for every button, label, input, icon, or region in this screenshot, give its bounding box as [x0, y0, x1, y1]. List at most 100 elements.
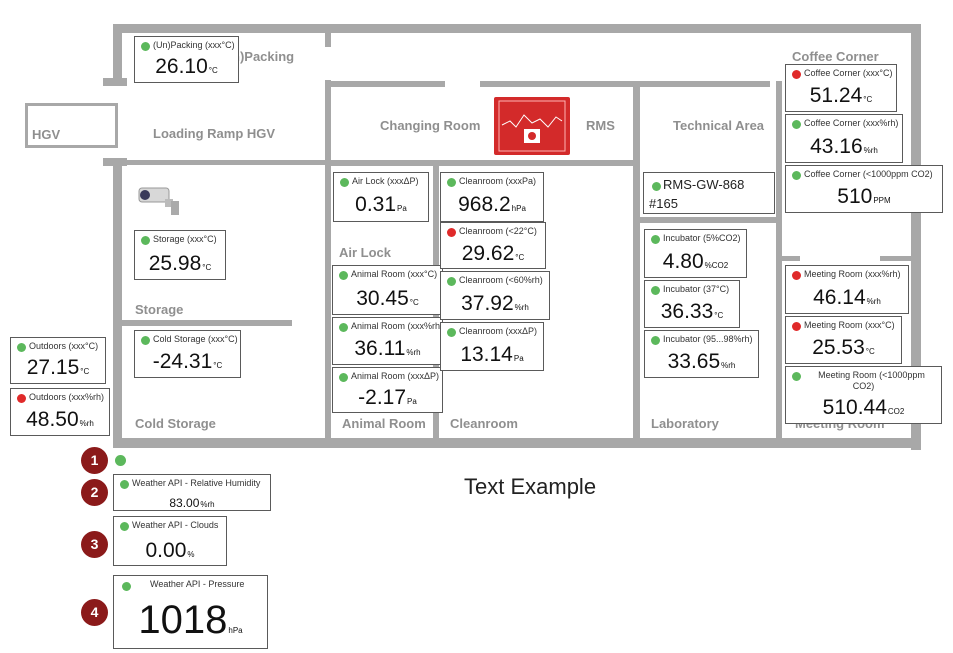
- sensor-unit: hPa: [228, 626, 243, 635]
- wall: [780, 256, 800, 261]
- status-dot: [792, 120, 801, 129]
- text-example: Text Example: [464, 474, 597, 499]
- sensor-coffee-co2[interactable]: Coffee Corner (<1000ppm CO2) 510PPM: [785, 165, 943, 213]
- sensor-incubator-co2[interactable]: Incubator (5%CO2) 4.80%CO2: [644, 229, 747, 278]
- sensor-name: Weather API - Pressure: [150, 579, 245, 589]
- sensor-unit: %rh: [514, 303, 529, 312]
- sensor-name-line2: CO2): [852, 381, 875, 391]
- weather-clouds-widget[interactable]: Weather API - Clouds 0.00%: [113, 516, 227, 566]
- status-dot: [792, 372, 801, 381]
- wall: [122, 160, 327, 165]
- wall: [113, 24, 921, 33]
- sensor-value: -2.17: [358, 386, 407, 409]
- badge-4: 4: [81, 599, 108, 626]
- sensor-cold-storage[interactable]: Cold Storage (xxx°C) -24.31°C: [134, 330, 241, 378]
- badge-3: 3: [81, 531, 108, 558]
- sensor-value: 25.53: [812, 336, 865, 359]
- wall: [640, 81, 770, 87]
- wall: [633, 81, 640, 441]
- wall: [113, 158, 122, 448]
- gateway-box[interactable]: RMS-GW-868 #165: [643, 172, 775, 214]
- sensor-value: 33.65: [667, 350, 721, 373]
- sensor-outdoors-rh[interactable]: Outdoors (xxx%rh) 48.50%rh: [10, 388, 110, 436]
- sensor-cleanroom-pa[interactable]: Cleanroom (xxxPa) 968.2hPa: [440, 172, 544, 222]
- status-dot: [447, 277, 456, 286]
- sensor-unit: Pa: [407, 397, 417, 406]
- sensor-name: Incubator (5%CO2): [663, 233, 741, 243]
- sensor-name: Animal Room (xxxΔP): [351, 371, 440, 381]
- room-label-air-lock: Air Lock: [339, 245, 392, 260]
- sensor-name: Incubator (95...98%rh): [663, 334, 753, 344]
- sensor-name: Weather API - Relative Humidity: [132, 478, 261, 488]
- room-label-loading-ramp: Loading Ramp HGV: [153, 126, 276, 141]
- room-label-cold-storage: Cold Storage: [135, 416, 216, 431]
- sensor-value: 27.15: [26, 356, 80, 379]
- sensor-meeting-rh[interactable]: Meeting Room (xxx%rh) 46.14%rh: [785, 265, 909, 314]
- sensor-cleanroom-rh[interactable]: Cleanroom (<60%rh) 37.92%rh: [440, 271, 550, 320]
- status-dot: [340, 178, 349, 187]
- wall: [640, 217, 780, 223]
- sensor-name: Coffee Corner (xxx%rh): [804, 118, 899, 128]
- status-dot: [339, 323, 348, 332]
- sensor-incubator-temp[interactable]: Incubator (37°C) 36.33°C: [644, 280, 740, 328]
- status-dot: [339, 373, 348, 382]
- room-label-hgv: HGV: [32, 127, 61, 142]
- status-dot: [651, 235, 660, 244]
- sensor-storage[interactable]: Storage (xxx°C) 25.98°C: [134, 230, 226, 280]
- sensor-animal-dp[interactable]: Animal Room (xxxΔP) -2.17Pa: [332, 367, 443, 413]
- sensor-name: Meeting Room (xxx°C): [804, 320, 895, 330]
- sensor-value: 36.11: [354, 337, 406, 360]
- sensor-unit: °C: [863, 95, 873, 104]
- room-label-technical-area: Technical Area: [673, 118, 765, 133]
- sensor-unit: °C: [208, 66, 218, 75]
- status-dot: [120, 522, 129, 531]
- sensor-incubator-rh[interactable]: Incubator (95...98%rh) 33.65%rh: [644, 330, 759, 378]
- sensor-value: 48.50: [26, 408, 79, 431]
- sensor-coffee-temp[interactable]: Coffee Corner (xxx°C) 51.24°C: [785, 64, 897, 112]
- sensor-unit: °C: [865, 347, 875, 356]
- wall: [113, 24, 122, 82]
- sensor-value: 51.24: [809, 84, 863, 107]
- wall: [122, 320, 292, 326]
- status-dot: [792, 70, 801, 79]
- sensor-unit: %rh: [863, 146, 878, 155]
- sensor-air-lock[interactable]: Air Lock (xxxΔP) 0.31Pa: [333, 172, 429, 222]
- sensor-value: 510: [837, 185, 873, 208]
- sensor-animal-temp[interactable]: Animal Room (xxx°C) 30.45°C: [332, 265, 443, 315]
- sensor-unit: %: [187, 550, 195, 559]
- status-dot: [17, 343, 26, 352]
- sensor-outdoors-temp[interactable]: Outdoors (xxx°C) 27.15°C: [10, 337, 106, 384]
- sensor-unit: %rh: [721, 361, 736, 370]
- sensor-unit: °C: [213, 361, 223, 370]
- sensor-unit: %CO2: [704, 261, 729, 270]
- sensor-unit: °C: [714, 311, 724, 320]
- sensor-unit: °C: [409, 298, 419, 307]
- wall: [480, 81, 635, 87]
- status-dot: [652, 182, 661, 191]
- sensor-value: 25.98: [148, 252, 202, 275]
- sensor-cleanroom-dp[interactable]: Cleanroom (xxxΔP) 13.14Pa: [440, 322, 544, 371]
- sensor-cleanroom-temp[interactable]: Cleanroom (<22°C) 29.62°C: [440, 222, 546, 269]
- status-dot: [122, 582, 131, 591]
- weather-humidity-widget[interactable]: Weather API - Relative Humidity 83.00%rh: [113, 474, 271, 511]
- wall: [330, 160, 635, 166]
- sensor-meeting-co2[interactable]: Meeting Room (<1000ppm CO2) 510.44CO2: [785, 366, 942, 424]
- sensor-name: Weather API - Clouds: [132, 520, 219, 530]
- sensor-name: Storage (xxx°C): [153, 234, 217, 244]
- sensor-unpacking[interactable]: (Un)Packing (xxx°C) 26.10°C: [134, 36, 239, 83]
- badge-2: 2: [81, 479, 108, 506]
- room-label-animal-room: Animal Room: [342, 416, 426, 431]
- rms-device-icon[interactable]: [494, 97, 570, 155]
- weather-pressure-widget[interactable]: Weather API - Pressure 1018hPa: [113, 575, 268, 649]
- status-dot: [447, 228, 456, 237]
- rms-device-screen: [498, 100, 566, 152]
- camera-icon[interactable]: [135, 185, 183, 219]
- sensor-meeting-temp[interactable]: Meeting Room (xxx°C) 25.53°C: [785, 316, 902, 364]
- sensor-value: 36.33: [660, 300, 714, 323]
- sensor-animal-rh[interactable]: Animal Room (xxx%rh) 36.11%rh: [332, 317, 443, 365]
- sensor-coffee-rh[interactable]: Coffee Corner (xxx%rh) 43.16%rh: [785, 114, 903, 163]
- sensor-name: Meeting Room (xxx%rh): [804, 269, 901, 279]
- sensor-unit: %rh: [406, 348, 421, 357]
- sensor-unit: PPM: [873, 196, 891, 205]
- wall: [113, 438, 921, 448]
